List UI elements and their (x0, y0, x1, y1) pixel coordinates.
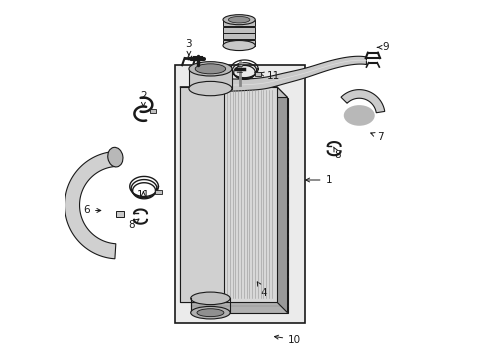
Text: 8: 8 (333, 147, 340, 160)
Bar (174, 65, 305, 323)
Bar (180, 87, 276, 302)
Polygon shape (64, 152, 116, 259)
Bar (180, 87, 223, 302)
Bar (116, 211, 124, 217)
Polygon shape (340, 90, 384, 113)
Bar (223, 27, 255, 33)
Ellipse shape (343, 105, 374, 126)
Polygon shape (206, 56, 366, 91)
Ellipse shape (197, 309, 224, 317)
Ellipse shape (107, 147, 122, 167)
Polygon shape (276, 87, 287, 313)
Ellipse shape (188, 62, 231, 76)
Bar (223, 40, 255, 45)
Text: 10: 10 (274, 334, 301, 345)
Text: 11: 11 (260, 71, 279, 81)
Text: 9: 9 (377, 42, 388, 52)
Bar (223, 21, 255, 26)
Bar (188, 69, 231, 89)
Text: 5: 5 (180, 295, 194, 305)
Bar (149, 109, 155, 113)
Bar (254, 72, 261, 76)
Text: 1: 1 (305, 175, 331, 185)
Polygon shape (180, 87, 287, 98)
Ellipse shape (195, 64, 225, 74)
Text: 2: 2 (140, 91, 146, 107)
Ellipse shape (223, 41, 255, 50)
Ellipse shape (188, 81, 231, 96)
Text: 7: 7 (370, 132, 383, 142)
Text: 3: 3 (185, 39, 192, 55)
Ellipse shape (228, 17, 249, 23)
Bar (190, 98, 287, 313)
Bar (155, 190, 162, 194)
Ellipse shape (223, 15, 255, 25)
Text: 8: 8 (128, 219, 139, 230)
Text: 4: 4 (257, 282, 267, 298)
Ellipse shape (190, 292, 230, 305)
Text: 6: 6 (83, 206, 101, 216)
Ellipse shape (190, 306, 230, 319)
Text: 11: 11 (137, 190, 150, 200)
Bar (223, 33, 255, 39)
